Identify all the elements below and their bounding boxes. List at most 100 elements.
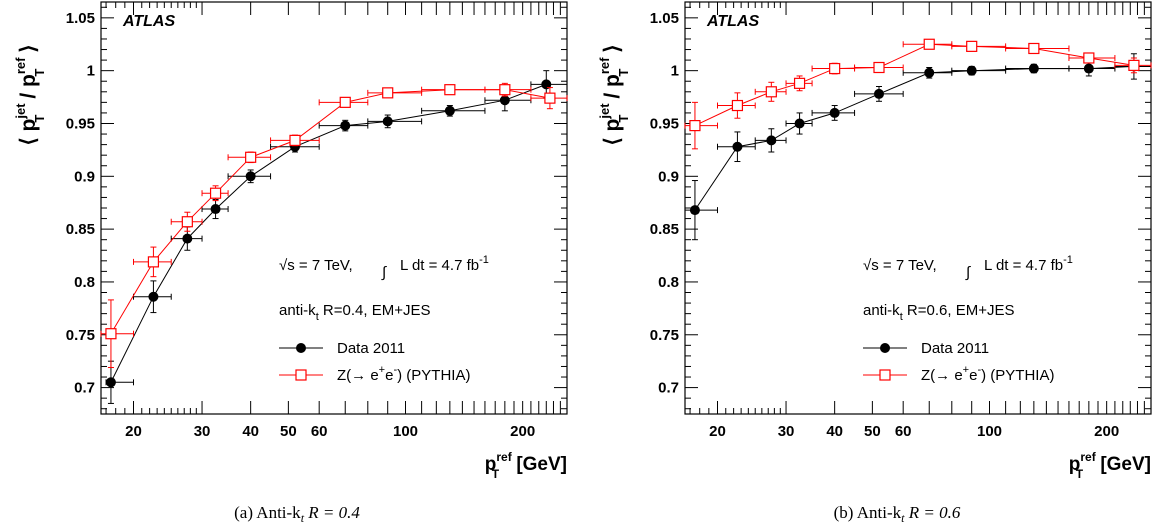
panel-a-series-line-1 xyxy=(110,89,550,334)
panel-b-y-title-close: ⟩ xyxy=(601,45,624,59)
panel-b-caption-tail: R = 0.6 xyxy=(905,503,961,522)
panel-b-x-tick-label: 30 xyxy=(778,423,795,440)
panel-a-mc-point xyxy=(544,92,556,104)
panel-b-data-point xyxy=(966,65,977,76)
panel-a-x-tick-label: 20 xyxy=(125,423,142,440)
panel-b-series-data xyxy=(684,53,1152,241)
panel-b-legend-label-1: Z(→ e+e-) (PYTHIA) xyxy=(921,364,1054,384)
panel-a-y-title-sub1: T xyxy=(32,114,47,122)
panel-a-mc-point xyxy=(289,134,301,146)
panel-b-info-algo-main: anti-k xyxy=(863,302,900,319)
panel-a-series-line-0 xyxy=(110,83,547,383)
panel-a-y-title-sub2: T xyxy=(32,69,47,77)
panel-b-mc-point xyxy=(923,38,935,50)
panel-b-mc-point xyxy=(829,62,841,75)
panel-a-data-point xyxy=(541,79,552,90)
panel-b-mc-point xyxy=(1083,52,1095,64)
panel-b-mc-point xyxy=(1028,42,1040,55)
panel-b-legend-mc-tail: ) (PYTHIA) xyxy=(981,367,1054,384)
panel-b-x-title-unit: [GeV] xyxy=(1095,454,1151,475)
panel-b-info-algo-sub: t xyxy=(900,311,903,323)
panel-b-info-lumi-sup: -1 xyxy=(1063,254,1073,266)
panel-b-y-title-sub2: T xyxy=(616,69,631,77)
panel-b-data-point xyxy=(766,135,777,146)
panel-b-y-tick-label: 1 xyxy=(671,63,679,80)
panel-b-x-tick-label: 40 xyxy=(826,423,843,440)
panel-b-legend-marker-mc xyxy=(879,369,891,381)
panel-a-legend-marker-mc xyxy=(295,369,307,381)
panel-b-info-energy: √s = 7 TeV, xyxy=(863,257,937,274)
panel-a-data-point xyxy=(105,377,116,388)
panel-b-x-tick-label: 200 xyxy=(1094,423,1119,440)
panel-a-y-tick-label: 0.75 xyxy=(66,327,95,344)
panel-b-y-tick-label: 0.95 xyxy=(650,115,679,132)
panel-b-y-tick-label: 1.05 xyxy=(650,10,679,27)
panel-b-info-lumi-main: L dt = 4.7 fb xyxy=(984,257,1063,274)
panel-a-info-algo: anti-kt R=0.4, EM+JES xyxy=(279,302,430,323)
panel-a-data-point xyxy=(210,204,221,215)
panel-a-series-data xyxy=(105,70,568,404)
panel-a-info-energy: √s = 7 TeV, xyxy=(279,257,353,274)
panel-b-info-lumi: L dt = 4.7 fb-1 xyxy=(984,254,1073,274)
panel-a-mc-point xyxy=(181,216,193,228)
panel-b-legend: Data 2011 Z(→ e+e-) (PYTHIA) xyxy=(863,340,1054,384)
panel-b-x-axis: 20 30 40 50 60 100 200 xyxy=(689,2,1145,440)
panel-b-y-title-sup2: ref xyxy=(597,57,612,74)
panel-b-y-tick-label: 0.7 xyxy=(658,380,679,397)
panel-a-y-title-open: ⟨ p xyxy=(17,119,40,146)
panel-a-legend-label-0: Data 2011 xyxy=(337,340,405,357)
panel-b-y-title-sup1: jet xyxy=(597,103,612,120)
panel-a-mc-point xyxy=(245,151,257,163)
panel-a-legend: Data 2011 Z(→ e+e-) (PYTHIA) xyxy=(279,340,470,384)
panel-a-legend-mc-sup2: - xyxy=(393,364,397,376)
panel-b-y-tick-label: 0.75 xyxy=(650,327,679,344)
panel-b-series-line-1 xyxy=(694,43,1134,127)
panel-b-legend-data-name: Data 2011 xyxy=(921,340,989,357)
panel-a-series-mc xyxy=(100,82,568,369)
panel-a-legend-mc-sup1: + xyxy=(379,364,385,376)
panel-b-x-tick-label: 60 xyxy=(895,423,912,440)
panel-b-y-tick-label: 0.8 xyxy=(658,274,679,291)
panel-a-x-tick-label: 60 xyxy=(311,423,328,440)
panel-a-caption-tail: R = 0.4 xyxy=(304,503,360,522)
panel-b-info-algo-tail: R=0.6, EM+JES xyxy=(903,302,1015,319)
panel-b-legend-mc-sup1: + xyxy=(963,364,969,376)
panel-b-info-algo: anti-kt R=0.6, EM+JES xyxy=(863,302,1014,323)
panel-b-caption-sub: t xyxy=(901,511,905,525)
panel-a-caption-main: (a) Anti-k xyxy=(234,503,301,522)
panel-b-mc-point xyxy=(1128,59,1140,71)
panel-a-info-algo-tail: R=0.4, EM+JES xyxy=(319,302,431,319)
panel-b-y-title-mid: / p xyxy=(601,74,624,104)
panel-b-y-tick-label: 0.9 xyxy=(658,168,679,185)
panel-a-y-tick-label: 0.8 xyxy=(74,274,95,291)
panel-a-integral-sign: ∫ xyxy=(381,264,388,281)
panel-a-data-point xyxy=(444,105,455,116)
panel-b-y-axis: 0.7 0.75 0.8 0.85 0.9 0.95 1 1.05 xyxy=(650,6,1151,410)
panel-a-y-axis-title: ⟨ pjet T / pref T ⟩ xyxy=(13,45,47,146)
panel-b-legend-label-0: Data 2011 xyxy=(921,340,989,357)
panel-a-data-point xyxy=(340,120,351,131)
panel-a-data-point xyxy=(245,171,256,182)
panel-b-atlas-label: ATLAS xyxy=(706,13,759,30)
panel-a-y-title-mid: / p xyxy=(17,74,40,104)
panel-a-y-title-sup1: jet xyxy=(13,103,28,120)
panel-a-x-title-unit: [GeV] xyxy=(511,454,567,475)
panel-b-series-mc xyxy=(684,38,1152,150)
panel-a-x-axis: 20 30 40 50 60 100 200 xyxy=(105,2,561,440)
panel-a-legend-label-1: Z(→ e+e-) (PYTHIA) xyxy=(337,364,470,384)
panel-b-y-tick-label: 0.85 xyxy=(650,221,679,238)
panel-a-x-tick-label: 200 xyxy=(510,423,535,440)
panel-b-x-title-sup: ref xyxy=(1080,450,1096,464)
panel-b-data-point xyxy=(794,118,805,129)
panel-a-y-tick-label: 0.95 xyxy=(66,115,95,132)
panel-b-x-axis-title: pref T [GeV] xyxy=(1069,450,1151,481)
panel-b-legend-mc-sup2: - xyxy=(977,364,981,376)
panel-b-x-title-sub: T xyxy=(1076,467,1084,481)
panel-a-mc-point xyxy=(105,328,117,340)
panel-b-plot-frame xyxy=(684,1,1152,415)
panel-a-data-point xyxy=(182,233,193,244)
panel-a-plot-frame xyxy=(100,1,568,415)
panel-a-y-tick-label: 1 xyxy=(87,63,95,80)
panel-a-legend-mc-mid: e xyxy=(385,367,393,384)
